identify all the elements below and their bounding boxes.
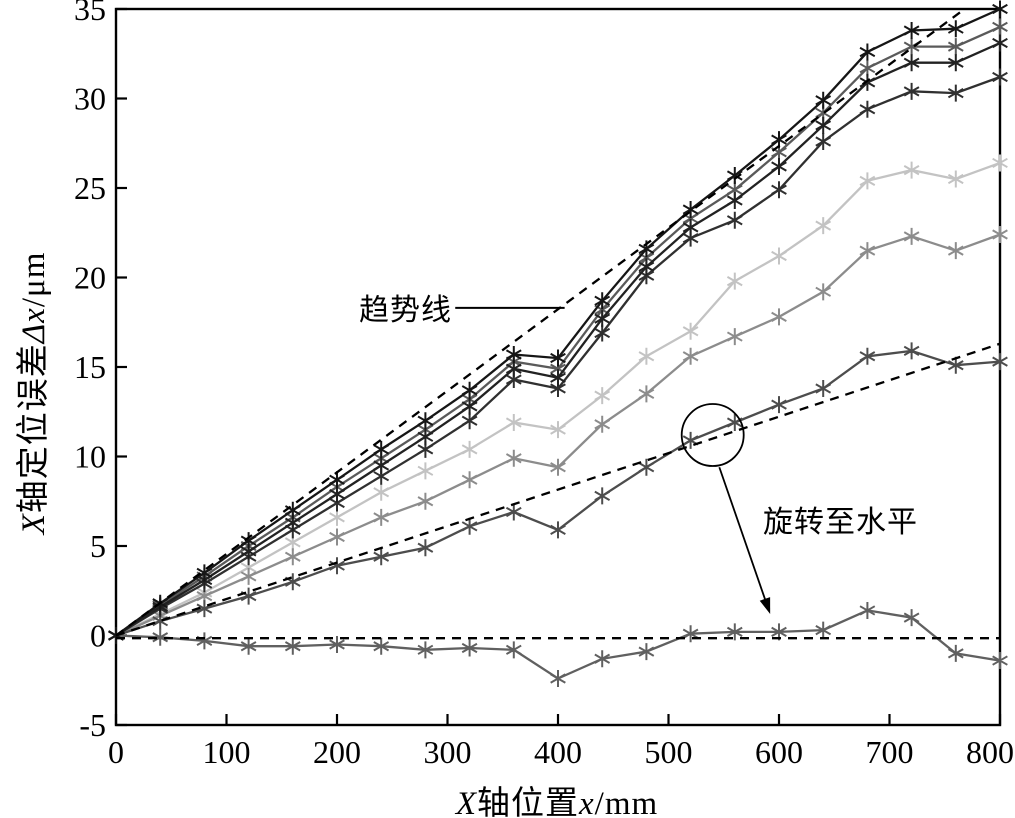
lower-trend-dashed	[115, 342, 1001, 637]
annotation-arrow-head	[759, 597, 771, 615]
x-tick-label: 700	[866, 734, 914, 770]
rotate-to-horizontal-label: 旋转至水平	[763, 506, 918, 539]
annotation-arrow-shaft	[718, 466, 768, 605]
series-markers-series-3	[108, 34, 1008, 644]
y-tick-label: -5	[79, 707, 106, 743]
trend-line-label: 趋势线	[359, 294, 452, 327]
y-tick-label: 15	[74, 349, 106, 385]
x-tick-label: 500	[645, 734, 693, 770]
y-tick-label: 25	[74, 170, 106, 206]
y-tick-label: 5	[90, 528, 106, 564]
y-tick-label: 35	[74, 0, 106, 27]
series-markers-series-5	[108, 154, 1008, 644]
y-axis-title: X轴定位误差Δx/μm	[16, 251, 52, 535]
annotation-circle	[680, 403, 745, 467]
x-axis-title: X轴位置x/mm	[455, 786, 659, 818]
x-tick-label: 200	[313, 734, 361, 770]
x-tick-label: 600	[755, 734, 803, 770]
upper-trend-dashed	[115, 8, 966, 637]
x-tick-label: 800	[966, 734, 1014, 770]
y-tick-label: 30	[74, 81, 106, 117]
y-tick-label: 20	[74, 260, 106, 296]
x-tick-label: 100	[203, 734, 251, 770]
y-tick-label: 0	[90, 618, 106, 654]
x-tick-label: 400	[534, 734, 582, 770]
y-tick-label: 10	[74, 439, 106, 475]
x-tick-label: 0	[108, 734, 124, 770]
x-tick-label: 300	[424, 734, 472, 770]
